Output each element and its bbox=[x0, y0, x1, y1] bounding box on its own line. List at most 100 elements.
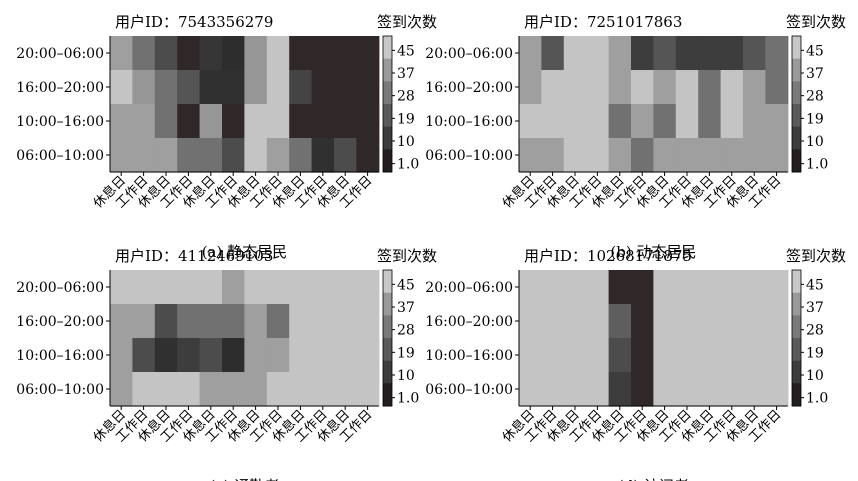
heatmap-cell bbox=[177, 104, 201, 139]
y-tick-label: 10:00–16:00 bbox=[16, 114, 104, 130]
colorbar-tick-label: 28 bbox=[397, 89, 415, 105]
colorbar-tick-label: 45 bbox=[397, 277, 415, 293]
heatmap-cell bbox=[244, 372, 268, 407]
heatmap-cell bbox=[199, 36, 223, 71]
heatmap-cell bbox=[653, 304, 677, 339]
heatmap-cell bbox=[631, 304, 654, 339]
heatmap-cell bbox=[653, 70, 677, 105]
colorbar-tick-label: 37 bbox=[397, 300, 415, 316]
heatmap-cell bbox=[356, 36, 380, 71]
heatmap-cell bbox=[519, 70, 542, 105]
colorbar-frame bbox=[382, 269, 393, 407]
panel-caption: (c) 通勤者 bbox=[209, 477, 279, 481]
colorbar-segment bbox=[383, 338, 392, 362]
heatmap-cell bbox=[289, 70, 313, 105]
heatmap-cell bbox=[519, 104, 542, 139]
heatmap-cell bbox=[631, 138, 654, 173]
heatmap-cell bbox=[653, 372, 677, 407]
colorbar-tick-label: 37 bbox=[806, 300, 824, 316]
heatmap-cell bbox=[199, 338, 223, 373]
heatmap-cell bbox=[199, 270, 223, 305]
heatmap-cell bbox=[765, 338, 789, 373]
heatmap-cell bbox=[334, 304, 357, 339]
y-tick-label: 16:00–20:00 bbox=[16, 80, 104, 96]
colorbar-segment bbox=[383, 149, 392, 173]
heatmap-cell bbox=[675, 36, 699, 71]
heatmap-cell bbox=[289, 138, 313, 173]
heatmap-cell bbox=[132, 70, 156, 105]
heatmap-cell bbox=[608, 338, 632, 373]
colorbar-segment bbox=[792, 149, 801, 173]
heatmap-cell bbox=[541, 270, 565, 305]
heatmap-cell bbox=[177, 338, 201, 373]
heatmap-cell bbox=[698, 70, 722, 105]
heatmap-cell bbox=[222, 70, 245, 105]
heatmap-cell bbox=[720, 138, 744, 173]
heatmap-cell bbox=[110, 138, 133, 173]
y-tick-label: 06:00–10:00 bbox=[16, 382, 104, 398]
colorbar-segment bbox=[383, 81, 392, 105]
heatmap-cell bbox=[311, 338, 335, 373]
heatmap-cell bbox=[563, 270, 587, 305]
heatmap-cell bbox=[720, 70, 744, 105]
heatmap-cell bbox=[132, 372, 156, 407]
y-tick-label: 10:00–16:00 bbox=[425, 348, 513, 364]
colorbar-segment bbox=[383, 383, 392, 407]
heatmap-cell bbox=[334, 270, 357, 305]
heatmap-cell bbox=[154, 372, 178, 407]
colorbar-tick-label: 37 bbox=[806, 66, 824, 82]
heatmap-cell bbox=[563, 104, 587, 139]
colorbar-tick-label: 45 bbox=[806, 43, 824, 59]
heatmap-cell bbox=[266, 138, 290, 173]
heatmap-cell bbox=[631, 70, 654, 105]
heatmap-cell bbox=[675, 338, 699, 373]
y-tick-label: 20:00–06:00 bbox=[425, 46, 513, 62]
heatmap-cell bbox=[765, 372, 789, 407]
heatmap-cell bbox=[177, 372, 201, 407]
heatmap-cell bbox=[110, 304, 133, 339]
heatmap-cell bbox=[720, 304, 744, 339]
heatmap-panel: 用户ID：7543356279 签到次数 20:00–06:00 16:00–20:0… bbox=[16, 13, 437, 261]
heatmap-cell bbox=[132, 138, 156, 173]
heatmap-cell bbox=[675, 270, 699, 305]
heatmap-cell bbox=[698, 138, 722, 173]
heatmap-cell bbox=[563, 338, 587, 373]
y-tick-label: 10:00–16:00 bbox=[425, 114, 513, 130]
heatmap-cell bbox=[132, 270, 156, 305]
heatmap-cell bbox=[653, 270, 677, 305]
heatmap-cell bbox=[653, 338, 677, 373]
heatmap-cell bbox=[356, 70, 380, 105]
colorbar-frame bbox=[791, 35, 802, 173]
heatmap-cell bbox=[222, 304, 245, 339]
colorbar-title: 签到次数 bbox=[786, 247, 846, 265]
user-id-label: 用户ID：4112469103 bbox=[115, 247, 273, 265]
heatmap-cell bbox=[631, 270, 654, 305]
heatmap-cell bbox=[608, 138, 632, 173]
heatmap-cell bbox=[266, 338, 290, 373]
colorbar-tick-label: 45 bbox=[806, 277, 824, 293]
y-tick-label: 06:00–10:00 bbox=[425, 382, 513, 398]
heatmap-cell bbox=[311, 304, 335, 339]
heatmap-cell bbox=[743, 338, 766, 373]
heatmap-cell bbox=[541, 138, 565, 173]
heatmap-cell bbox=[698, 36, 722, 71]
heatmap-panel: 用户ID：10268171875 签到次数 20:00–06:00 16:00–20:… bbox=[425, 247, 846, 481]
heatmap-cell bbox=[586, 104, 610, 139]
colorbar-tick-label: 19 bbox=[806, 345, 824, 361]
colorbar-tick-label: 10 bbox=[806, 368, 824, 384]
heatmap-panel: 用户ID：4112469103 签到次数 20:00–06:00 16:00–20:0… bbox=[16, 247, 437, 481]
colorbar-tick-label: 45 bbox=[397, 43, 415, 59]
heatmap-cell bbox=[541, 104, 565, 139]
colorbar-segment bbox=[792, 36, 801, 60]
heatmap-cell bbox=[110, 36, 133, 71]
heatmap-cell bbox=[563, 138, 587, 173]
heatmap-cell bbox=[244, 138, 268, 173]
user-id-label: 用户ID：7543356279 bbox=[115, 13, 273, 31]
heatmap-cell bbox=[586, 270, 610, 305]
heatmap-cell bbox=[334, 70, 357, 105]
heatmap-cell bbox=[653, 36, 677, 71]
heatmap-cell bbox=[608, 270, 632, 305]
heatmap-cell bbox=[743, 372, 766, 407]
heatmap-cell bbox=[154, 338, 178, 373]
